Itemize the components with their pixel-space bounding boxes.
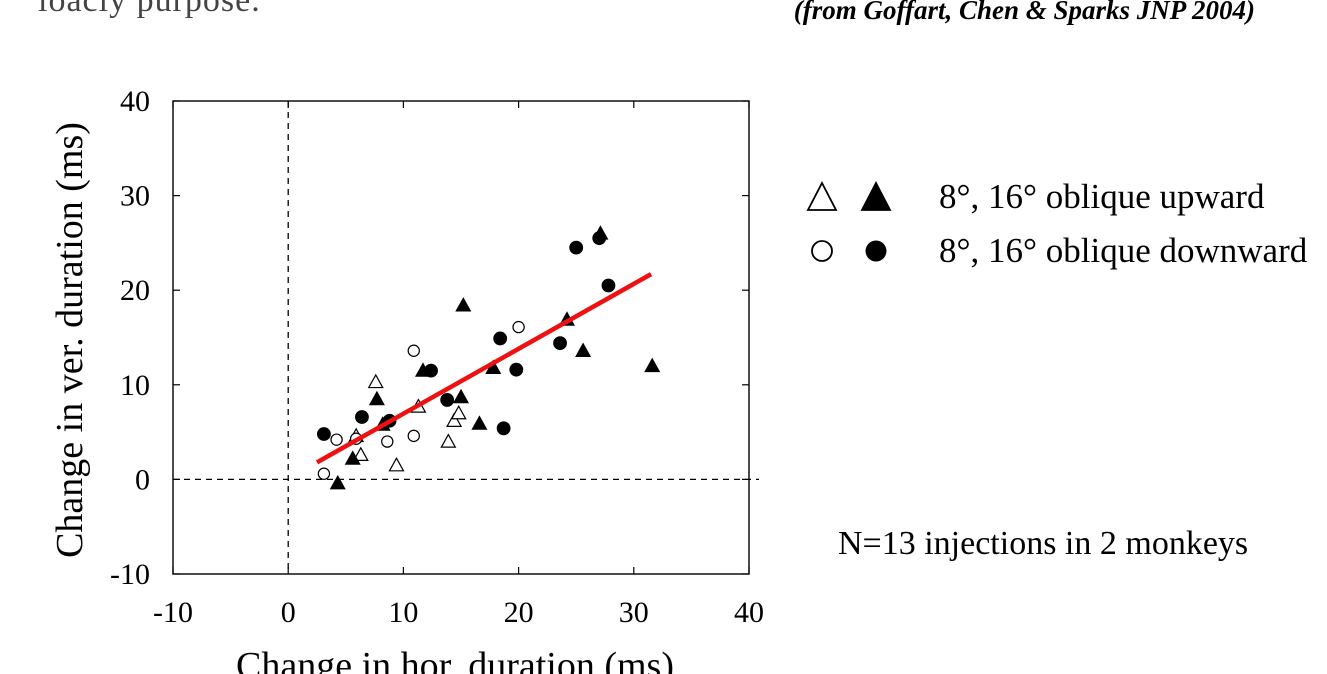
axis-labels: Change in hor. duration (ms) Change in v…: [49, 122, 674, 674]
x-tick-label: 30: [619, 596, 649, 629]
open-triangle-point: [450, 404, 467, 420]
open-triangle-point: [440, 433, 457, 448]
sample-size-note: N=13 injections in 2 monkeys: [838, 525, 1249, 562]
filled-triangle-point: [471, 415, 488, 430]
filled-triangle-point: [452, 388, 470, 404]
legend-item-downward: 8°, 16° oblique downward: [805, 231, 1307, 271]
open-triangle-icon: [805, 180, 839, 214]
filled-triangle-point: [344, 450, 361, 465]
filled-triangle-point: [329, 474, 346, 490]
open-circle-point: [407, 344, 420, 357]
scatter-chart: -10 0 10 20 30 40 -10 0 10 20 30 40 Change in hor. …: [49, 85, 764, 674]
y-axis-title: Change in ver. duration (ms): [49, 122, 91, 558]
plot-frame: [172, 100, 750, 575]
citation: (from Goffart, Chen & Sparks JNP 2004): [793, 0, 1255, 25]
x-tick-label: 20: [504, 596, 534, 629]
open-circle-point: [330, 433, 343, 446]
x-tick-label: 10: [388, 596, 418, 629]
filled-circle-point: [509, 362, 524, 377]
open-circle-point: [407, 429, 420, 443]
reference-lines: [173, 101, 759, 574]
filled-circle-point: [601, 278, 616, 293]
y-tick-label: 0: [135, 463, 150, 496]
open-circle-point: [317, 467, 331, 480]
filled-circle-point: [440, 393, 455, 407]
filled-circle-point: [317, 427, 331, 441]
legend-label-downward: 8°, 16° oblique downward: [939, 231, 1308, 270]
filled-circle-point: [553, 336, 567, 351]
axes: -10 0 10 20 30 40 -10 0 10 20 30 40: [110, 85, 764, 629]
open-circle-icon: [805, 234, 839, 268]
legend-item-upward: 8°, 16° oblique upward: [805, 177, 1264, 217]
filled-circle-point: [424, 363, 438, 378]
y-tick-label: 40: [120, 85, 150, 118]
filled-circle-icon: [859, 234, 893, 268]
legend-label-upward: 8°, 16° oblique upward: [939, 177, 1265, 216]
filled-triangle-point: [575, 342, 592, 357]
filled-circle-point: [355, 410, 369, 424]
open-triangle-point: [352, 446, 369, 462]
y-tick-label: -10: [110, 558, 150, 591]
regression-line-group: [315, 272, 653, 465]
open-triangle-point: [446, 412, 463, 427]
open-circle-point: [381, 435, 394, 448]
open-circle-point: [512, 320, 525, 334]
partial-slide-text: loacly purpose.: [38, 0, 261, 19]
regression-line: [315, 272, 653, 465]
x-axis-title: Change in hor. duration (ms): [236, 645, 674, 674]
filled-triangle-point: [368, 390, 385, 406]
filled-circle-point: [592, 231, 607, 246]
data-points: [317, 225, 661, 490]
filled-triangle-point: [644, 357, 661, 373]
filled-triangle-point: [455, 297, 472, 312]
filled-triangle-icon: [859, 180, 893, 214]
filled-circle-point: [496, 421, 511, 436]
open-triangle-point: [367, 373, 384, 389]
open-triangle-point: [388, 456, 405, 472]
y-tick-label: 10: [120, 369, 150, 402]
y-tick-label: 20: [120, 274, 150, 307]
x-tick-label: 40: [734, 596, 764, 629]
x-tick-label: -10: [153, 596, 193, 629]
x-tick-label: 0: [281, 596, 296, 629]
filled-circle-point: [569, 240, 584, 255]
filled-circle-point: [493, 331, 508, 346]
y-tick-label: 30: [120, 180, 150, 213]
